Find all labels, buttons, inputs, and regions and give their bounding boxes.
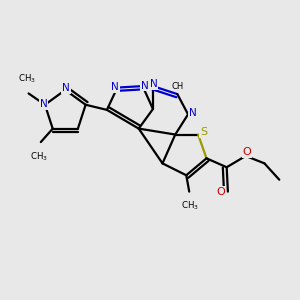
Text: N: N — [111, 82, 119, 92]
Text: N: N — [189, 108, 197, 118]
Text: N: N — [62, 83, 70, 94]
Text: CH$_3$: CH$_3$ — [181, 200, 199, 212]
Text: O: O — [243, 147, 252, 158]
Text: S: S — [200, 127, 207, 137]
Text: CH$_3$: CH$_3$ — [18, 73, 36, 85]
Text: N: N — [40, 99, 47, 109]
Text: CH$_3$: CH$_3$ — [30, 150, 48, 163]
Text: N: N — [141, 80, 149, 91]
Text: CH: CH — [172, 82, 184, 91]
Text: N: N — [150, 79, 158, 89]
Text: O: O — [216, 187, 225, 196]
